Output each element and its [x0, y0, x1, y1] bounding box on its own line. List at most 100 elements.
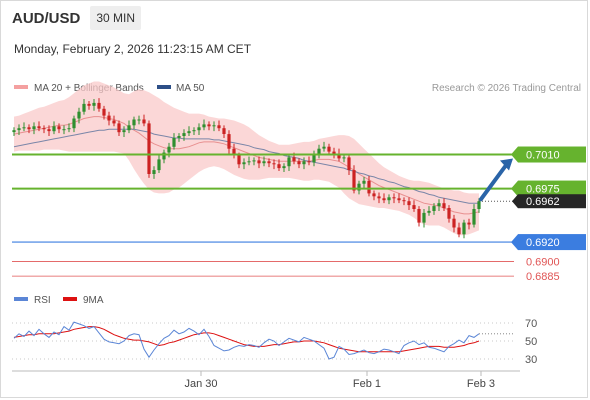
level-0-6975-label: 0.6975 — [526, 184, 560, 196]
candle-body — [77, 111, 81, 119]
candle-body — [242, 162, 246, 165]
header-bar: AUD/USD 30 MIN — [1, 1, 589, 35]
ma50-legend-swatch — [157, 85, 171, 89]
level-0-6900-label: 0.6900 — [526, 257, 560, 269]
candle-body — [407, 201, 411, 206]
candle-body — [132, 119, 136, 126]
candle-body — [357, 183, 361, 191]
candle-body — [327, 146, 331, 152]
rsi-legend-swatch — [14, 297, 28, 301]
candle-body — [12, 130, 16, 133]
candle-body — [387, 197, 391, 201]
candle-body — [207, 124, 211, 127]
candle-body — [292, 157, 296, 162]
datetime-label: Monday, February 2, 2026 11:23:15 AM CET — [14, 42, 252, 56]
candle-body — [177, 136, 181, 138]
candle-body — [452, 218, 456, 228]
ma20-legend-swatch — [14, 85, 28, 89]
level-0-7010-tag-arrow — [511, 146, 518, 163]
rsi-line — [13, 321, 480, 360]
candle-body — [67, 128, 71, 130]
rsi-tick-50: 50 — [525, 336, 537, 348]
level-0-6920-label: 0.6920 — [526, 237, 560, 249]
candle-body — [467, 222, 471, 225]
candle-body — [147, 123, 151, 174]
ma50-legend-label: MA 50 — [176, 83, 205, 94]
candle-body — [162, 152, 166, 160]
level-0-6975-tag-arrow — [511, 180, 518, 197]
level-0-7010-label: 0.7010 — [526, 150, 560, 162]
x-tick-label: Feb 3 — [467, 378, 495, 390]
candle-body — [227, 134, 231, 149]
candle-body — [232, 148, 236, 156]
level-0-7010-tag — [518, 146, 586, 163]
candle-body — [252, 160, 256, 162]
candle-body — [197, 127, 201, 131]
candle-body — [237, 155, 241, 165]
level-0-6975-tag — [518, 180, 586, 197]
candle-body — [182, 133, 186, 136]
candle-body — [437, 203, 441, 207]
x-tick-label: Feb 1 — [353, 378, 381, 390]
candle-body — [22, 127, 26, 129]
candle-body — [167, 146, 171, 153]
candle-body — [342, 157, 346, 159]
candle-body — [477, 201, 481, 209]
candle-body — [352, 170, 356, 191]
candle-body — [332, 151, 336, 154]
ma20-line — [13, 116, 480, 215]
candle-body — [392, 197, 396, 199]
candle-body — [127, 125, 131, 131]
forecast-arrow-shaft — [479, 160, 510, 202]
rsi-legend-label: RSI — [34, 295, 51, 306]
candle-body — [102, 108, 106, 116]
candle-body — [422, 212, 426, 223]
rsi-ma-line — [13, 326, 480, 353]
candle-body — [57, 126, 61, 130]
candle-body — [402, 200, 406, 202]
candle-body — [337, 153, 341, 159]
candle-body — [427, 210, 431, 213]
candle-body — [137, 119, 141, 121]
candle-body — [267, 161, 271, 164]
candle-body — [187, 131, 191, 134]
current-price-tag-arrow — [512, 194, 518, 209]
candle-body — [202, 124, 206, 128]
candle-body — [37, 126, 41, 129]
candle-body — [262, 161, 266, 164]
level-0-6885-label: 0.6885 — [526, 271, 560, 283]
candle-body — [217, 125, 221, 129]
candle-body — [247, 161, 251, 163]
symbol-title: AUD/USD — [12, 9, 81, 27]
candle-body — [417, 209, 421, 223]
candle-body — [312, 153, 316, 163]
x-tick-label: Jan 30 — [184, 378, 217, 390]
candle-body — [272, 163, 276, 165]
copyright-label: Research © 2026 Trading Central — [432, 83, 581, 94]
candle-body — [97, 102, 101, 109]
candle-body — [377, 196, 381, 199]
candle-body — [442, 203, 446, 209]
timeframe-badge[interactable]: 30 MIN — [90, 6, 142, 30]
rsi-tick-30: 30 — [525, 354, 537, 366]
candle-body — [297, 161, 301, 165]
candle-body — [462, 222, 466, 235]
rsi-tick-70: 70 — [525, 318, 537, 330]
candle-body — [142, 119, 146, 124]
candle-body — [347, 157, 351, 170]
candle-body — [47, 129, 51, 132]
candle-body — [372, 193, 376, 197]
ma50-line — [13, 128, 479, 204]
current-price-tag — [518, 194, 586, 209]
candle-body — [112, 120, 116, 124]
candle-body — [277, 164, 281, 169]
candle-body — [382, 198, 386, 201]
candle-body — [367, 180, 371, 194]
candle-body — [472, 209, 476, 225]
candle-body — [287, 157, 291, 167]
candle-body — [432, 206, 436, 211]
candle-body — [92, 102, 96, 106]
x-axis: Jan 30 Feb 1 Feb 3 — [184, 371, 495, 390]
forecast-arrow-head — [500, 158, 513, 171]
